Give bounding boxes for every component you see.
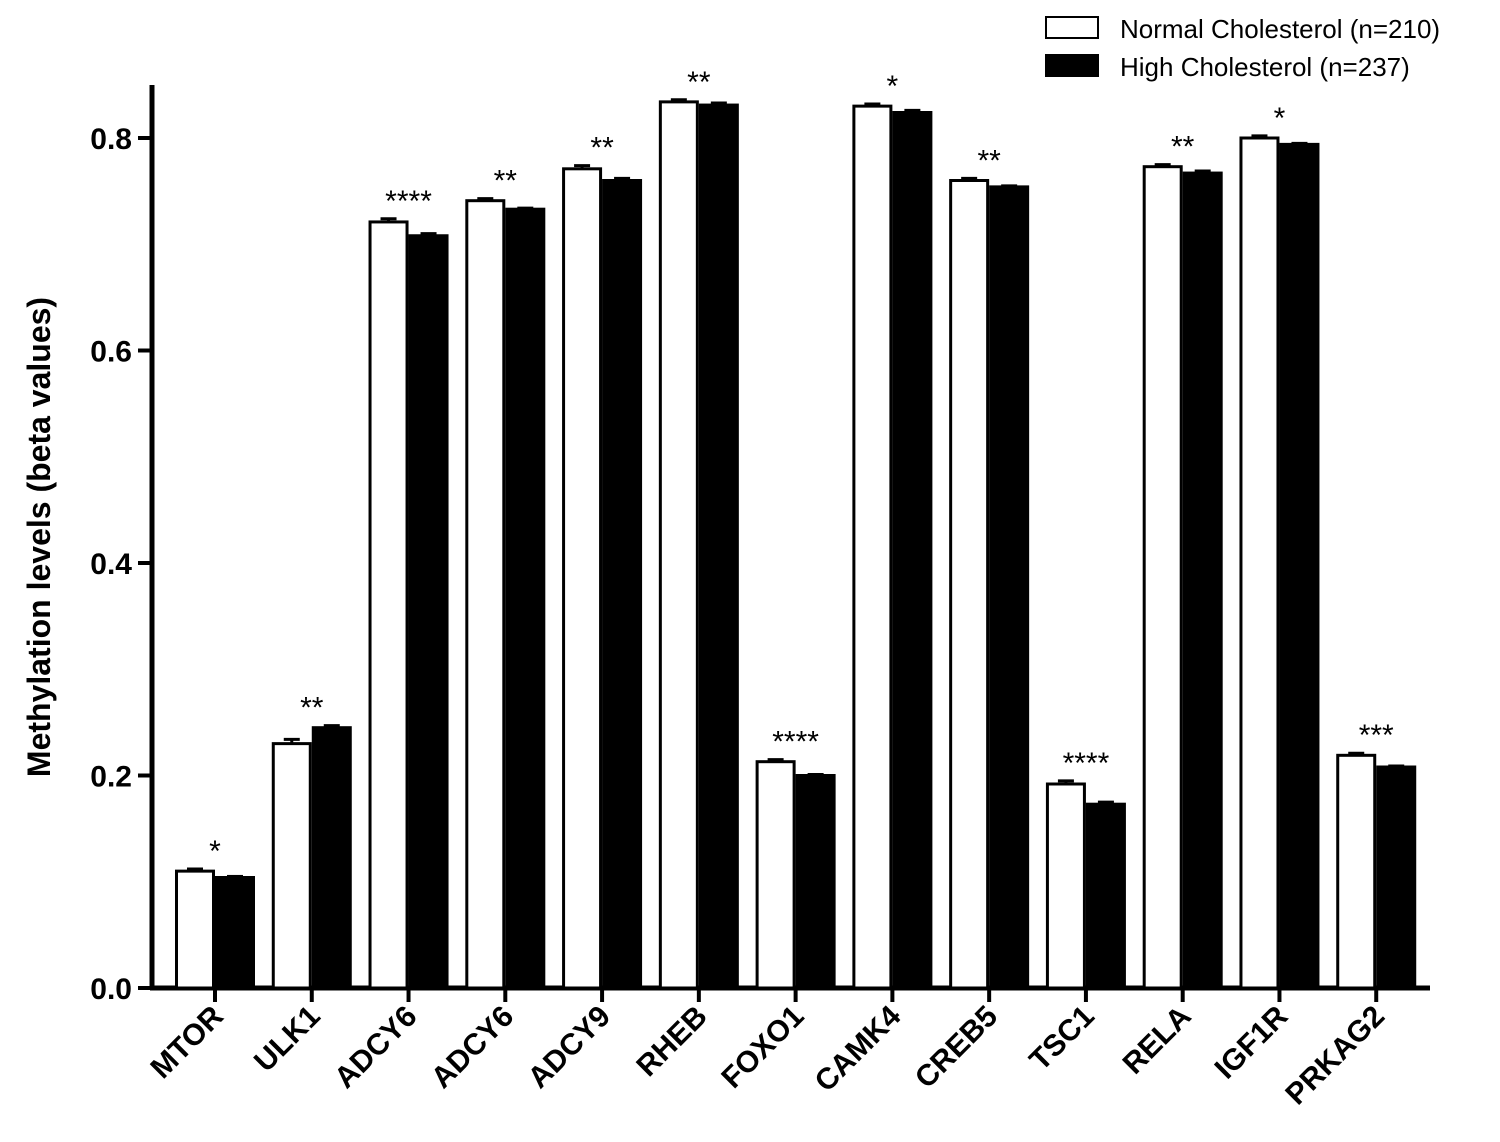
- bar-high-tsc1: [1085, 802, 1126, 990]
- x-tick-label: TSC1: [1023, 1000, 1101, 1078]
- bar-high-adcy6: [505, 207, 546, 990]
- bar-normal-tsc1: [1045, 782, 1086, 990]
- x-tick-label: ADCY6: [328, 1000, 423, 1095]
- x-tick-label: ADCY9: [522, 1000, 617, 1095]
- bar-high-rheb: [698, 103, 739, 990]
- x-tick-label: PRKAG2: [1279, 1000, 1391, 1112]
- y-axis-label: Methylation levels (beta values): [21, 297, 57, 777]
- bar-normal-foxo1: [755, 760, 796, 990]
- bar-high-prkag2: [1376, 765, 1417, 990]
- bar-normal-ulk1: [271, 742, 312, 990]
- bar-high-camk4: [892, 111, 933, 990]
- bar-normal-adcy9: [562, 167, 603, 990]
- significance-label: *: [1274, 102, 1286, 135]
- x-tick-label: FOXO1: [715, 1000, 810, 1095]
- significance-label: **: [1171, 131, 1195, 164]
- x-tick-label: RELA: [1117, 1000, 1198, 1081]
- y-tick-label: 0.8: [90, 123, 132, 156]
- bar-normal-adcy6: [368, 220, 409, 990]
- bar-normal-rela: [1142, 165, 1183, 990]
- x-tick-label: IGF1R: [1209, 999, 1295, 1085]
- bar-high-adcy9: [602, 179, 643, 990]
- bar-high-mtor: [215, 876, 255, 990]
- significance-label: **: [300, 692, 324, 725]
- significance-label: **: [590, 132, 614, 165]
- y-tick-label: 0.2: [90, 761, 132, 794]
- x-tick-label: ULK1: [248, 1000, 327, 1079]
- legend-swatch-high: [1045, 54, 1099, 77]
- legend-swatch-normal: [1045, 16, 1099, 39]
- significance-label: ***: [1359, 719, 1394, 752]
- bar-high-ulk1: [311, 726, 352, 990]
- bars: [175, 98, 1417, 990]
- significance-label: **: [494, 165, 518, 198]
- significance-label: **: [977, 144, 1001, 177]
- significance-label: *: [209, 835, 221, 868]
- significance-label: **: [687, 66, 711, 99]
- bar-normal-adcy6: [465, 199, 506, 990]
- bar-normal-mtor: [175, 869, 215, 990]
- x-tick-label: CREB5: [909, 1000, 1004, 1095]
- significance-label: ****: [1063, 747, 1110, 780]
- x-tick-label: ADCY6: [425, 1000, 520, 1095]
- bar-high-igf1r: [1279, 142, 1320, 990]
- bar-high-adcy6: [408, 234, 449, 990]
- legend: Normal Cholesterol (n=210) High Choleste…: [1045, 14, 1440, 82]
- y-tick-label: 0.6: [90, 336, 132, 369]
- bar-normal-camk4: [852, 104, 893, 990]
- significance-label: *: [887, 70, 899, 103]
- bar-high-rela: [1182, 171, 1223, 990]
- significance-marks: ******************************: [209, 66, 1394, 868]
- x-tick-label: MTOR: [145, 999, 231, 1085]
- legend-label-high: High Cholesterol (n=237): [1120, 52, 1410, 82]
- bar-normal-prkag2: [1336, 753, 1377, 990]
- x-tick-label: CAMK4: [809, 999, 908, 1098]
- bar-high-creb5: [989, 185, 1030, 990]
- y-axis: 0.0 0.2 0.4 0.6 0.8: [90, 85, 155, 1006]
- bar-normal-creb5: [949, 179, 990, 990]
- significance-label: ****: [772, 726, 819, 759]
- bar-normal-igf1r: [1239, 136, 1280, 990]
- bar-normal-rheb: [658, 100, 699, 990]
- x-tick-label: RHEB: [630, 1000, 713, 1083]
- significance-label: ****: [385, 185, 432, 218]
- y-tick-label: 0.0: [90, 973, 132, 1006]
- bar-high-foxo1: [795, 774, 836, 990]
- y-tick-label: 0.4: [90, 548, 132, 581]
- legend-label-normal: Normal Cholesterol (n=210): [1120, 14, 1440, 44]
